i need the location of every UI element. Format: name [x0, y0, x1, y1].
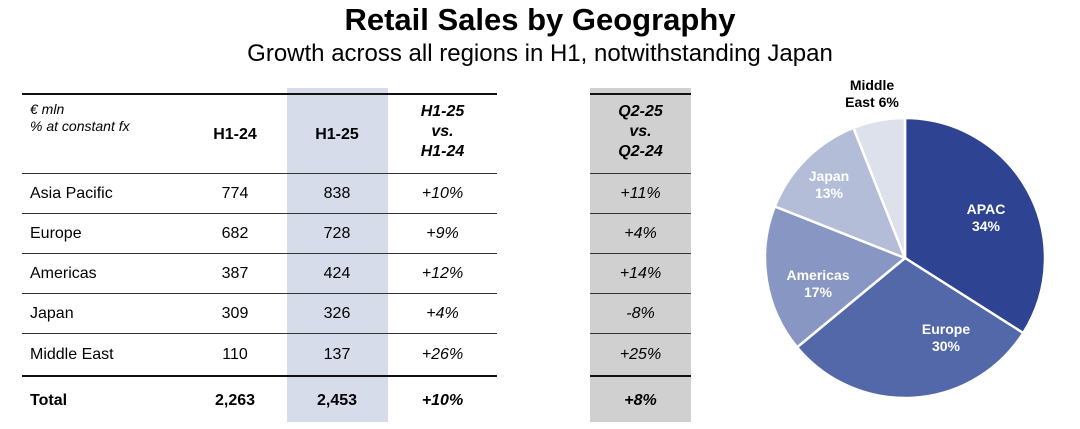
- header-h125: H1-25: [315, 126, 359, 143]
- row-label: Asia Pacific: [30, 185, 113, 202]
- pie-label-americas: Americas: [786, 267, 849, 283]
- pie-label-apac: 34%: [972, 218, 1001, 234]
- cell-growth: +9%: [426, 225, 459, 242]
- cell-h124: 774: [221, 185, 249, 202]
- pie-slice-americas: [763, 204, 908, 350]
- cell-h124: 682: [221, 225, 249, 242]
- h125-column-highlight: [287, 88, 388, 422]
- row-label: Japan: [30, 305, 74, 322]
- row-rule: [22, 213, 497, 214]
- total-q2: +8%: [624, 392, 657, 409]
- header-growth-l1: H1-25: [420, 103, 465, 120]
- total-h125: 2,453: [316, 392, 358, 409]
- row-rule: [22, 253, 497, 254]
- cell-h125: 326: [323, 305, 351, 322]
- header-q2-l2: vs.: [629, 123, 652, 140]
- cell-q2: +11%: [620, 185, 661, 202]
- pie-label-europe: Europe: [922, 321, 970, 337]
- pie-slice-japan: [773, 126, 908, 261]
- total-label: Total: [30, 392, 68, 409]
- q2-row-rule: [590, 213, 691, 214]
- fx-label: % at constant fx: [30, 118, 130, 134]
- cell-growth: +10%: [421, 185, 464, 202]
- pie-label-europe: 30%: [932, 338, 961, 354]
- q2-column-highlight: [590, 88, 691, 422]
- header-q2-l3: Q2-24: [618, 143, 663, 160]
- cell-h124: 387: [221, 265, 249, 282]
- header-growth-l3: H1-24: [420, 143, 465, 160]
- header-q2-l1: Q2-25: [618, 103, 663, 120]
- row-label: Europe: [30, 225, 82, 242]
- pie-label-middle-east: Middle: [850, 80, 895, 93]
- row-rule: [22, 333, 497, 334]
- pie-label-americas: 17%: [804, 284, 833, 300]
- header-growth-l2: vs.: [431, 123, 454, 140]
- cell-h125: 728: [323, 225, 351, 242]
- cell-q2: +4%: [624, 225, 657, 242]
- row-label: Americas: [30, 265, 97, 282]
- total-h124: 2,263: [214, 392, 256, 409]
- row-rule: [22, 173, 497, 174]
- q2-top-rule: [590, 93, 691, 95]
- cell-q2: -8%: [626, 305, 655, 322]
- pie-label-apac: APAC: [967, 201, 1006, 217]
- q2-row-rule: [590, 173, 691, 174]
- total-growth: +10%: [421, 392, 464, 409]
- cell-growth: +26%: [421, 346, 464, 363]
- q2-row-rule: [590, 333, 691, 334]
- pie-slice-middle-east: [851, 116, 907, 259]
- q2-row-rule: [590, 293, 691, 294]
- unit-label: € mln: [30, 101, 65, 117]
- header-h124: H1-24: [213, 126, 257, 143]
- q2-row-rule: [590, 253, 691, 254]
- cell-growth: +12%: [421, 265, 464, 282]
- row-label: Middle East: [30, 346, 114, 363]
- pie-label-middle-east: East 6%: [845, 94, 899, 110]
- cell-h125: 424: [323, 265, 351, 282]
- chart-title: Retail Sales by Geography: [344, 2, 736, 37]
- cell-h124: 110: [222, 346, 248, 363]
- cell-h124: 309: [221, 305, 249, 322]
- cell-q2: +25%: [619, 346, 662, 363]
- row-rule: [22, 293, 497, 294]
- pie-label-japan: Japan: [809, 168, 849, 184]
- pie-slice-europe: [795, 256, 1025, 400]
- table-top-rule: [22, 93, 497, 95]
- cell-h125: 838: [323, 185, 351, 202]
- pie-label-japan: 13%: [815, 185, 844, 201]
- cell-q2: +14%: [619, 265, 662, 282]
- cell-growth: +4%: [426, 305, 459, 322]
- total-rule: [22, 375, 497, 377]
- q2-total-rule: [590, 375, 691, 377]
- cell-h125: 137: [323, 346, 351, 363]
- chart-subtitle: Growth across all regions in H1, notwith…: [247, 40, 833, 67]
